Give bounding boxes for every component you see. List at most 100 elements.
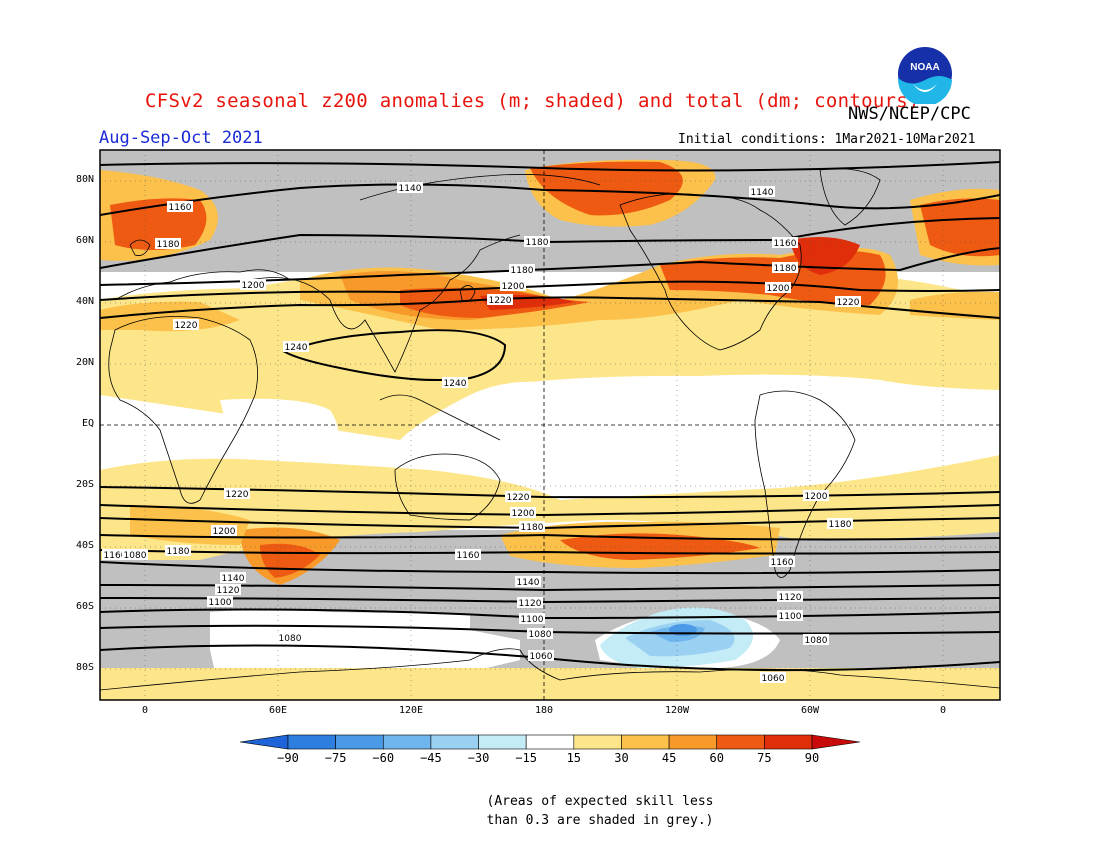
- contour-label-text: 1120: [217, 586, 240, 596]
- contour-label-text: 1160: [774, 239, 797, 249]
- colorbar-label: 75: [757, 751, 772, 765]
- contour-label-text: 1180: [157, 240, 180, 250]
- contour-label-text: 1180: [511, 266, 534, 276]
- contour-label: 1200: [211, 525, 237, 537]
- contour-label: 1180: [524, 236, 550, 248]
- skill-note-line2: than 0.3 are shaded in grey.): [486, 813, 714, 828]
- contour-label-text: 1140: [399, 184, 422, 194]
- contour-label: 1180: [827, 518, 853, 530]
- lon-label: 60W: [800, 705, 820, 716]
- colorbar-swatch: [573, 734, 622, 750]
- contour-label: 1160: [102, 549, 128, 561]
- contour-label-text: 1120: [519, 599, 542, 609]
- contour-label: 1180: [509, 264, 535, 276]
- contour-label: 1200: [510, 507, 536, 519]
- contour-label: 1080: [277, 632, 303, 644]
- contour-label-text: 1220: [175, 321, 198, 331]
- contour-label-text: 1200: [767, 284, 790, 294]
- colorbar-swatch: [716, 734, 765, 750]
- contour-label-text: 1080: [529, 630, 552, 640]
- colorbar-label: 45: [661, 751, 677, 765]
- contour-label: 1100: [519, 613, 545, 625]
- contour-label: 1120: [777, 591, 803, 603]
- contour-label: 1200: [500, 280, 526, 292]
- colorbar-label: −45: [420, 751, 442, 765]
- contour-label: 1080: [122, 549, 148, 561]
- colorbar-swatch: [287, 734, 336, 750]
- contour-label-text: 1200: [512, 509, 535, 519]
- contour-label-text: 1160: [104, 551, 127, 561]
- contour-label-text: 1080: [279, 634, 302, 644]
- colorbar-label: 60: [709, 751, 724, 765]
- contour-label-text: 1220: [489, 296, 512, 306]
- contour-label: 1160: [167, 201, 193, 213]
- contour-label-text: 1240: [444, 379, 467, 389]
- lon-label: 60E: [268, 705, 288, 716]
- colorbar-label: −30: [467, 751, 490, 765]
- contour-label-text: 1140: [517, 578, 540, 588]
- contour-label: 1220: [224, 488, 250, 500]
- lat-label: 80S: [75, 662, 94, 673]
- lat-label: EQ: [81, 418, 94, 429]
- contour-labels: 1140 1140 1160 1160 1180 1180 1180 1180 1200 1200…: [102, 182, 861, 684]
- colorbar-label: 90: [804, 751, 820, 765]
- colorbar-label: 30: [614, 751, 629, 765]
- contour-label: 1220: [835, 296, 861, 308]
- lat-label: 20N: [75, 357, 94, 368]
- contour-label-text: 1200: [502, 282, 525, 292]
- lon-label: 120W: [664, 705, 690, 716]
- contour-label: 1120: [215, 584, 241, 596]
- colorbar-arrow-left: [239, 734, 289, 750]
- colorbar-swatch: [430, 734, 479, 750]
- contour-label: 1240: [283, 341, 309, 353]
- noaa-logo: NOAA: [896, 45, 954, 104]
- colorbar-swatch: [478, 734, 527, 750]
- contour-label-text: 1160: [457, 551, 480, 561]
- contour-label-text: 1220: [226, 490, 249, 500]
- contour-label: 1160: [455, 549, 481, 561]
- contour-label: 1220: [505, 491, 531, 503]
- contour-label: 1140: [749, 186, 775, 198]
- colorbar-swatch: [335, 734, 384, 750]
- contour-label: 1080: [803, 634, 829, 646]
- lat-label: 40N: [75, 296, 94, 307]
- initial-conditions-label: Initial conditions: 1Mar2021-10Mar2021: [678, 132, 976, 147]
- colorbar-swatch: [382, 734, 432, 750]
- contour-label-text: 1220: [837, 298, 860, 308]
- contour-label: 1120: [517, 597, 543, 609]
- contour-label: 1160: [769, 556, 795, 568]
- colorbar-label: 15: [566, 751, 582, 765]
- agency-label: NWS/NCEP/CPC: [848, 104, 971, 124]
- contour-label: 1080: [527, 628, 553, 640]
- contour-label: 1240: [442, 377, 468, 389]
- contour-label-text: 1220: [507, 493, 530, 503]
- colorbar-swatch: [668, 734, 718, 750]
- contour-label: 1180: [519, 521, 545, 533]
- contour-label: 1200: [765, 282, 791, 294]
- contour-label: 1060: [760, 672, 786, 684]
- skill-note-line1: (Areas of expected skill less: [486, 794, 714, 809]
- contour-label: 1180: [772, 262, 798, 274]
- contour-label: 1220: [487, 294, 513, 306]
- contour-label-text: 1200: [242, 281, 265, 291]
- contour-label-text: 1200: [213, 527, 236, 537]
- lat-label: 60S: [75, 601, 94, 612]
- contour-label-text: 1180: [521, 523, 544, 533]
- lat-label: 40S: [75, 540, 94, 551]
- contour-label: 1140: [220, 572, 246, 584]
- contour-label-text: 1200: [805, 492, 828, 502]
- contour-label: 1180: [155, 238, 181, 250]
- contour-label-text: 1080: [805, 636, 828, 646]
- lat-label: 60N: [75, 235, 94, 246]
- noaa-logo-text: NOAA: [910, 62, 939, 73]
- contour-label: 1200: [240, 279, 266, 291]
- contour-label-text: 1160: [169, 203, 192, 213]
- contour-label-text: 1100: [209, 598, 232, 608]
- colorbar-swatch: [621, 734, 670, 750]
- contour-label-text: 1100: [521, 615, 544, 625]
- contour-label: 1180: [165, 545, 191, 557]
- contour-label: 1140: [515, 576, 541, 588]
- contour-label-text: 1180: [526, 238, 549, 248]
- contour-label-text: 1160: [771, 558, 794, 568]
